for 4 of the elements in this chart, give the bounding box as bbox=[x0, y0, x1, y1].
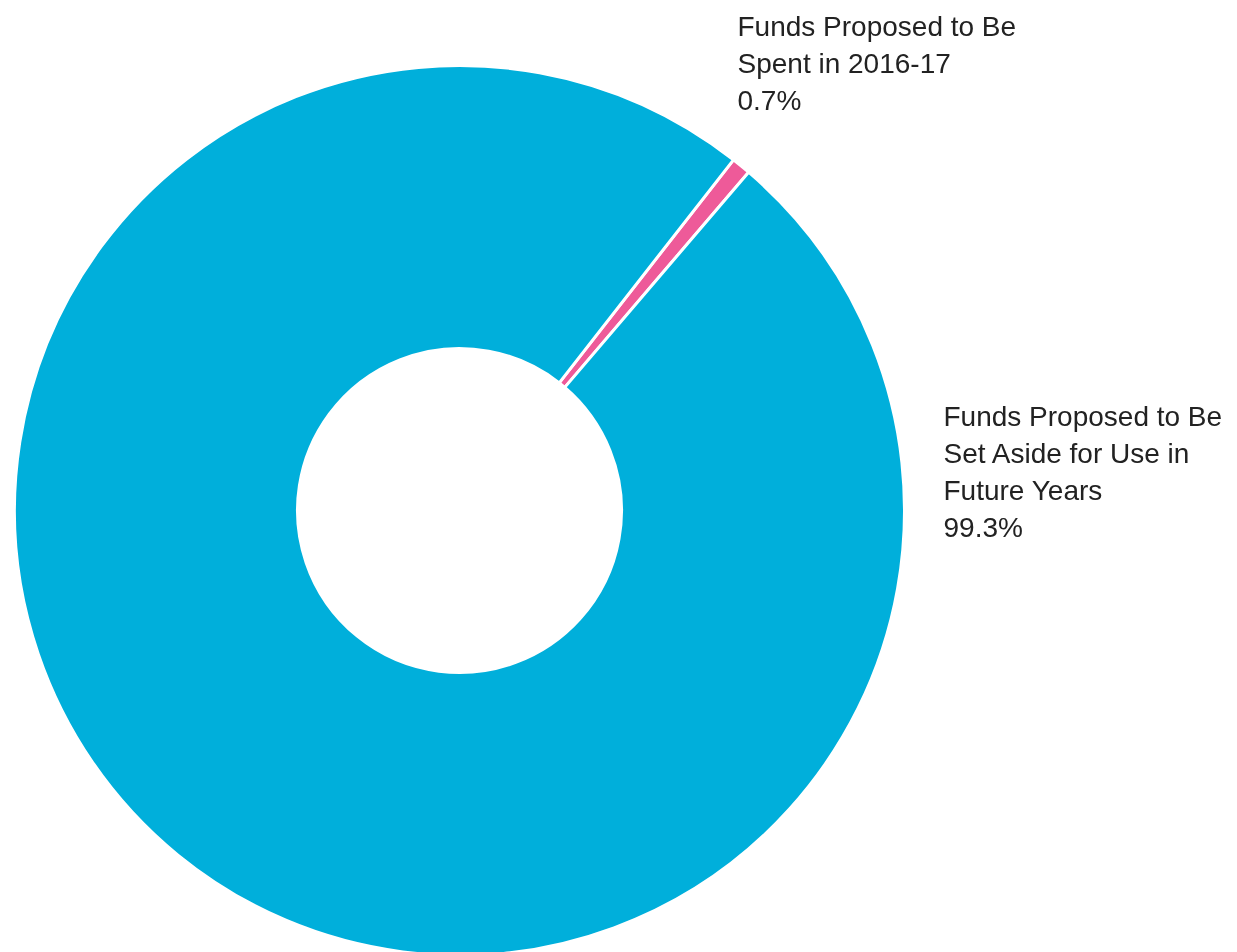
slice-label: Funds Proposed to Be Spent in 2016-17 bbox=[737, 10, 1017, 79]
data-label: 0.7% bbox=[737, 84, 802, 116]
data-label: 99.3% bbox=[943, 512, 1023, 544]
slice-label: Funds Proposed to Be Set Aside for Use in Future Years bbox=[943, 400, 1223, 506]
